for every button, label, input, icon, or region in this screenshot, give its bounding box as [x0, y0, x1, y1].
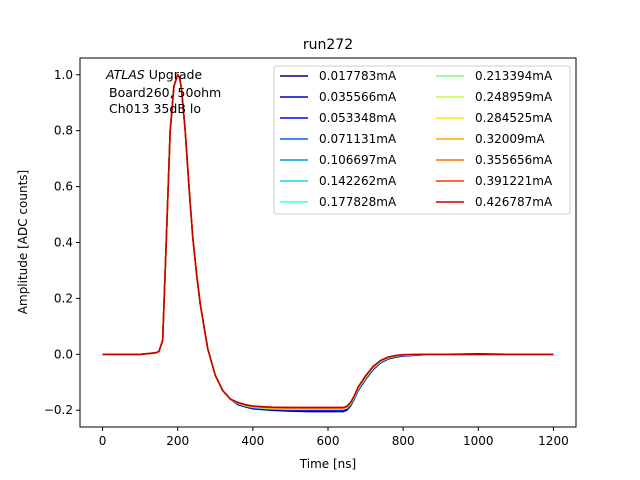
legend-box [273, 65, 571, 215]
annotation-atlas: ATLAS [105, 67, 145, 82]
legend-label: 0.32009mA [475, 132, 545, 146]
atlas-annotation: ATLAS Upgrade Board260, 50ohm Ch013 35dB… [105, 67, 221, 116]
legend-label: 0.177828mA [319, 195, 397, 209]
x-axis-label: Time [ns] [299, 457, 356, 471]
annotation-upgrade: Upgrade [145, 67, 203, 82]
y-tick-label: 1.0 [54, 68, 73, 82]
y-tick-label: 0.6 [54, 180, 73, 194]
x-tick-label: 1200 [538, 434, 569, 448]
legend-label: 0.426787mA [475, 195, 553, 209]
x-tick-label: 800 [392, 434, 415, 448]
x-tick-label: 0 [99, 434, 107, 448]
y-axis-label: Amplitude [ADC counts] [16, 170, 30, 314]
legend-label: 0.284525mA [475, 111, 553, 125]
y-axis: −0.2 0.0 0.2 0.4 0.6 0.8 1.0 [44, 68, 80, 417]
legend-label: 0.213394mA [475, 69, 553, 83]
legend: 0.017783mA 0.035566mA 0.053348mA 0.071131mA… [273, 65, 571, 215]
legend-label: 0.106697mA [319, 153, 397, 167]
y-tick-label: 0.0 [54, 347, 73, 361]
y-tick-label: 0.4 [54, 236, 73, 250]
legend-label: 0.391221mA [475, 174, 553, 188]
y-tick-label: 0.8 [54, 124, 73, 138]
legend-label: 0.071131mA [319, 132, 397, 146]
x-tick-label: 200 [166, 434, 189, 448]
chart-title: run272 [303, 37, 353, 53]
legend-label: 0.355656mA [475, 153, 553, 167]
y-tick-label: −0.2 [44, 403, 73, 417]
x-tick-label: 1000 [463, 434, 494, 448]
plot-area [102, 74, 554, 413]
x-tick-label: 600 [317, 434, 340, 448]
annotation-line-1: ATLAS Upgrade [105, 67, 202, 82]
x-tick-label: 400 [241, 434, 264, 448]
plot-frame [79, 57, 577, 428]
y-tick-label: 0.2 [54, 291, 73, 305]
series-line-13 [102, 74, 554, 409]
annotation-line-3: Ch013 35dB lo [109, 101, 201, 116]
legend-label: 0.017783mA [319, 69, 397, 83]
annotation-line-2: Board260, 50ohm [109, 85, 221, 100]
legend-label: 0.035566mA [319, 90, 397, 104]
legend-label: 0.053348mA [319, 111, 397, 125]
legend-label: 0.248959mA [475, 90, 553, 104]
legend-label: 0.142262mA [319, 174, 397, 188]
x-axis: 0 200 400 600 800 1000 1200 [99, 427, 569, 448]
